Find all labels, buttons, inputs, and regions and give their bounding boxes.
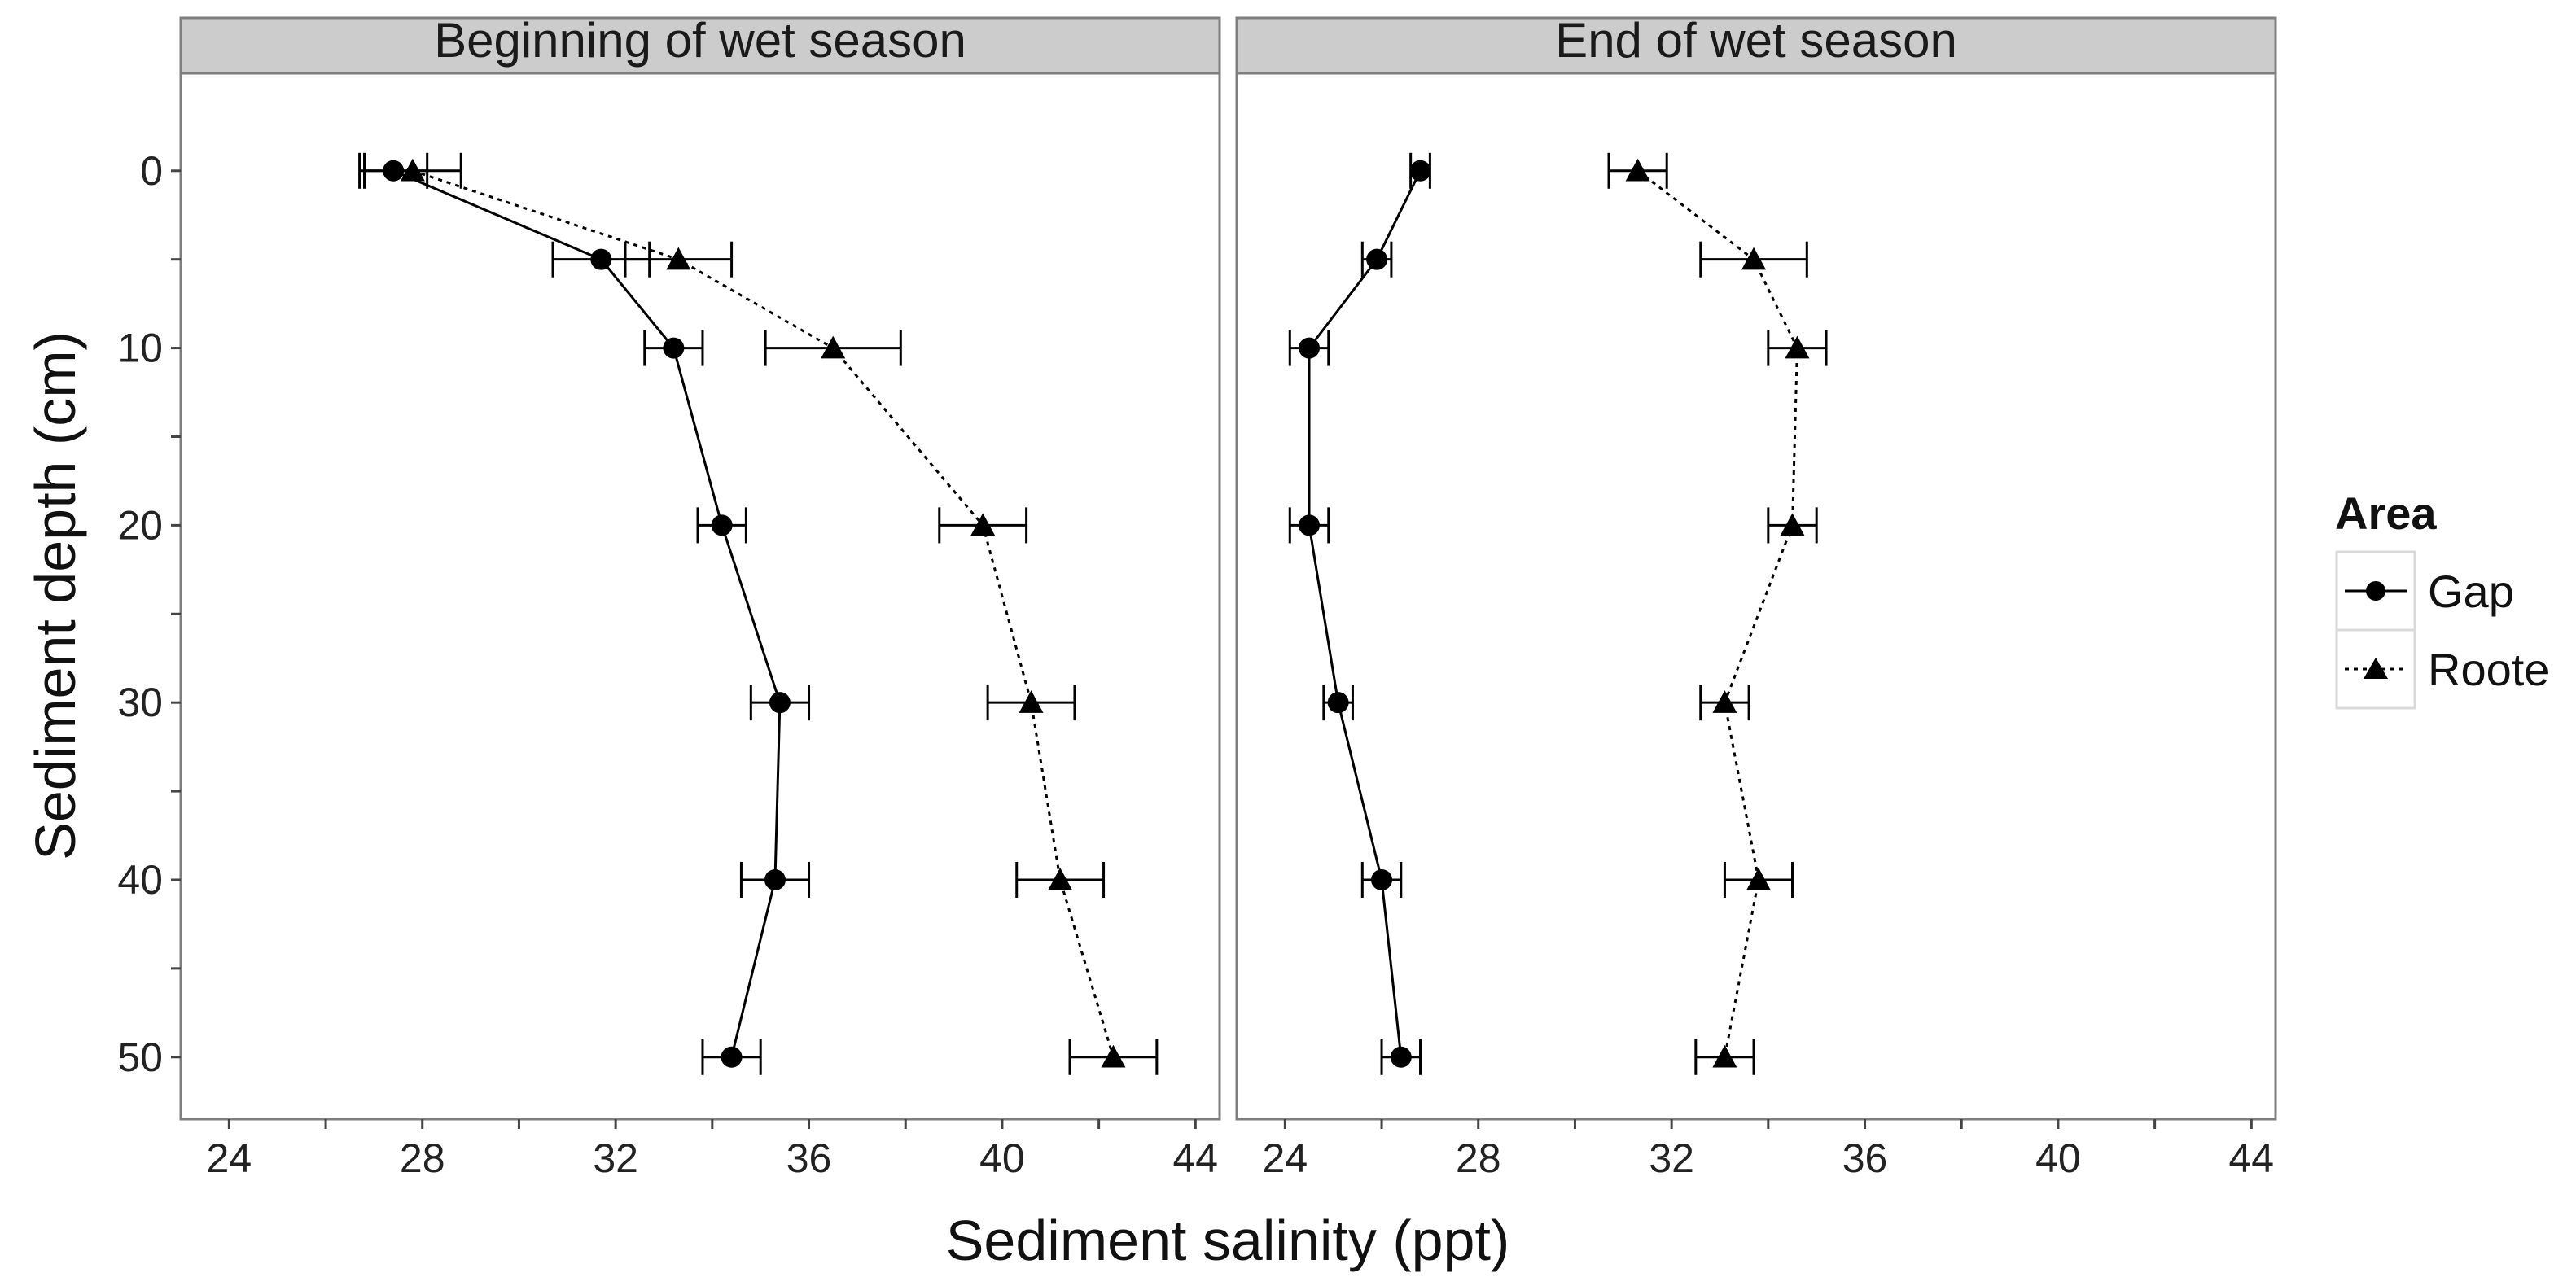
legend: Area Gap Roote xyxy=(2335,488,2549,710)
data-point-gap xyxy=(1299,514,1321,536)
legend-title: Area xyxy=(2335,488,2437,539)
data-point-gap xyxy=(769,692,791,714)
data-point-roote xyxy=(1101,1044,1126,1068)
x-axis-ticks: 24 28 32 36 40 44 xyxy=(1263,1119,2275,1181)
y-tick-label: 30 xyxy=(117,680,163,725)
y-tick-label: 50 xyxy=(117,1034,163,1080)
panel-title: Beginning of wet season xyxy=(434,13,966,68)
panel-end-of-wet-season: End of wet season 24 28 32 36 40 44 xyxy=(1235,13,2277,1181)
y-axis-ticks: 0 10 20 30 40 50 xyxy=(117,148,181,1080)
legend-item-roote: Roote xyxy=(2335,628,2549,710)
data-point-gap xyxy=(1299,337,1321,359)
data-point-gap xyxy=(1409,160,1431,182)
data-point-roote xyxy=(1712,690,1737,713)
x-tick-label: 40 xyxy=(979,1135,1025,1181)
x-tick-label: 44 xyxy=(1173,1135,1219,1181)
panel-data-layer xyxy=(358,152,1159,1075)
data-point-gap xyxy=(721,1046,743,1068)
x-tick-label: 28 xyxy=(400,1135,445,1181)
data-point-roote xyxy=(1712,1044,1737,1068)
x-tick-label: 28 xyxy=(1456,1135,1501,1181)
y-axis-title: Sediment depth (cm) xyxy=(24,331,87,860)
x-tick-label: 36 xyxy=(786,1135,832,1181)
data-point-gap xyxy=(1366,248,1388,270)
data-point-roote xyxy=(1780,513,1805,536)
legend-label-roote: Roote xyxy=(2428,644,2549,695)
data-point-roote xyxy=(1048,867,1073,890)
data-point-roote xyxy=(666,247,691,270)
x-tick-label: 32 xyxy=(593,1135,638,1181)
legend-circle-marker xyxy=(2366,581,2385,601)
panel-data-layer xyxy=(1288,152,1828,1075)
panel-beginning-of-wet-season: Beginning of wet season 24 28 32 36 40 44 xyxy=(179,13,1221,1181)
y-tick-label: 10 xyxy=(117,326,163,371)
data-point-roote xyxy=(970,513,996,536)
data-point-gap xyxy=(711,514,733,536)
y-tick-label: 40 xyxy=(117,857,163,903)
legend-triangle-marker xyxy=(2364,658,2388,679)
panel-strip-background xyxy=(179,16,1221,75)
legend-label-gap: Gap xyxy=(2428,566,2514,617)
x-tick-label: 36 xyxy=(1842,1135,1888,1181)
legend-item-gap: Gap xyxy=(2335,550,2514,632)
data-point-roote xyxy=(1785,335,1810,359)
x-tick-label: 40 xyxy=(2035,1135,2081,1181)
data-point-gap xyxy=(663,337,685,359)
data-point-gap xyxy=(590,248,612,270)
data-point-roote xyxy=(1746,867,1771,890)
data-point-gap xyxy=(1327,692,1349,714)
panel-title: End of wet season xyxy=(1555,13,1957,68)
data-point-roote xyxy=(1019,690,1044,713)
plot-area xyxy=(179,72,1221,1121)
x-axis-ticks: 24 28 32 36 40 44 xyxy=(207,1119,1219,1181)
data-point-roote xyxy=(1625,158,1650,182)
x-tick-label: 44 xyxy=(2229,1135,2275,1181)
y-tick-label: 0 xyxy=(140,148,163,194)
data-point-roote xyxy=(400,158,425,182)
panel-strip-background xyxy=(1235,16,2277,75)
data-point-gap xyxy=(1390,1046,1412,1068)
data-point-roote xyxy=(821,335,846,359)
data-point-gap xyxy=(764,868,786,890)
data-point-roote xyxy=(1741,247,1767,270)
plot-area xyxy=(1235,72,2277,1121)
x-axis-title: Sediment salinity (ppt) xyxy=(946,1209,1510,1272)
data-point-gap xyxy=(1371,868,1393,890)
x-tick-label: 24 xyxy=(207,1135,252,1181)
y-tick-label: 20 xyxy=(117,502,163,548)
x-tick-label: 32 xyxy=(1649,1135,1694,1181)
x-tick-label: 24 xyxy=(1263,1135,1308,1181)
